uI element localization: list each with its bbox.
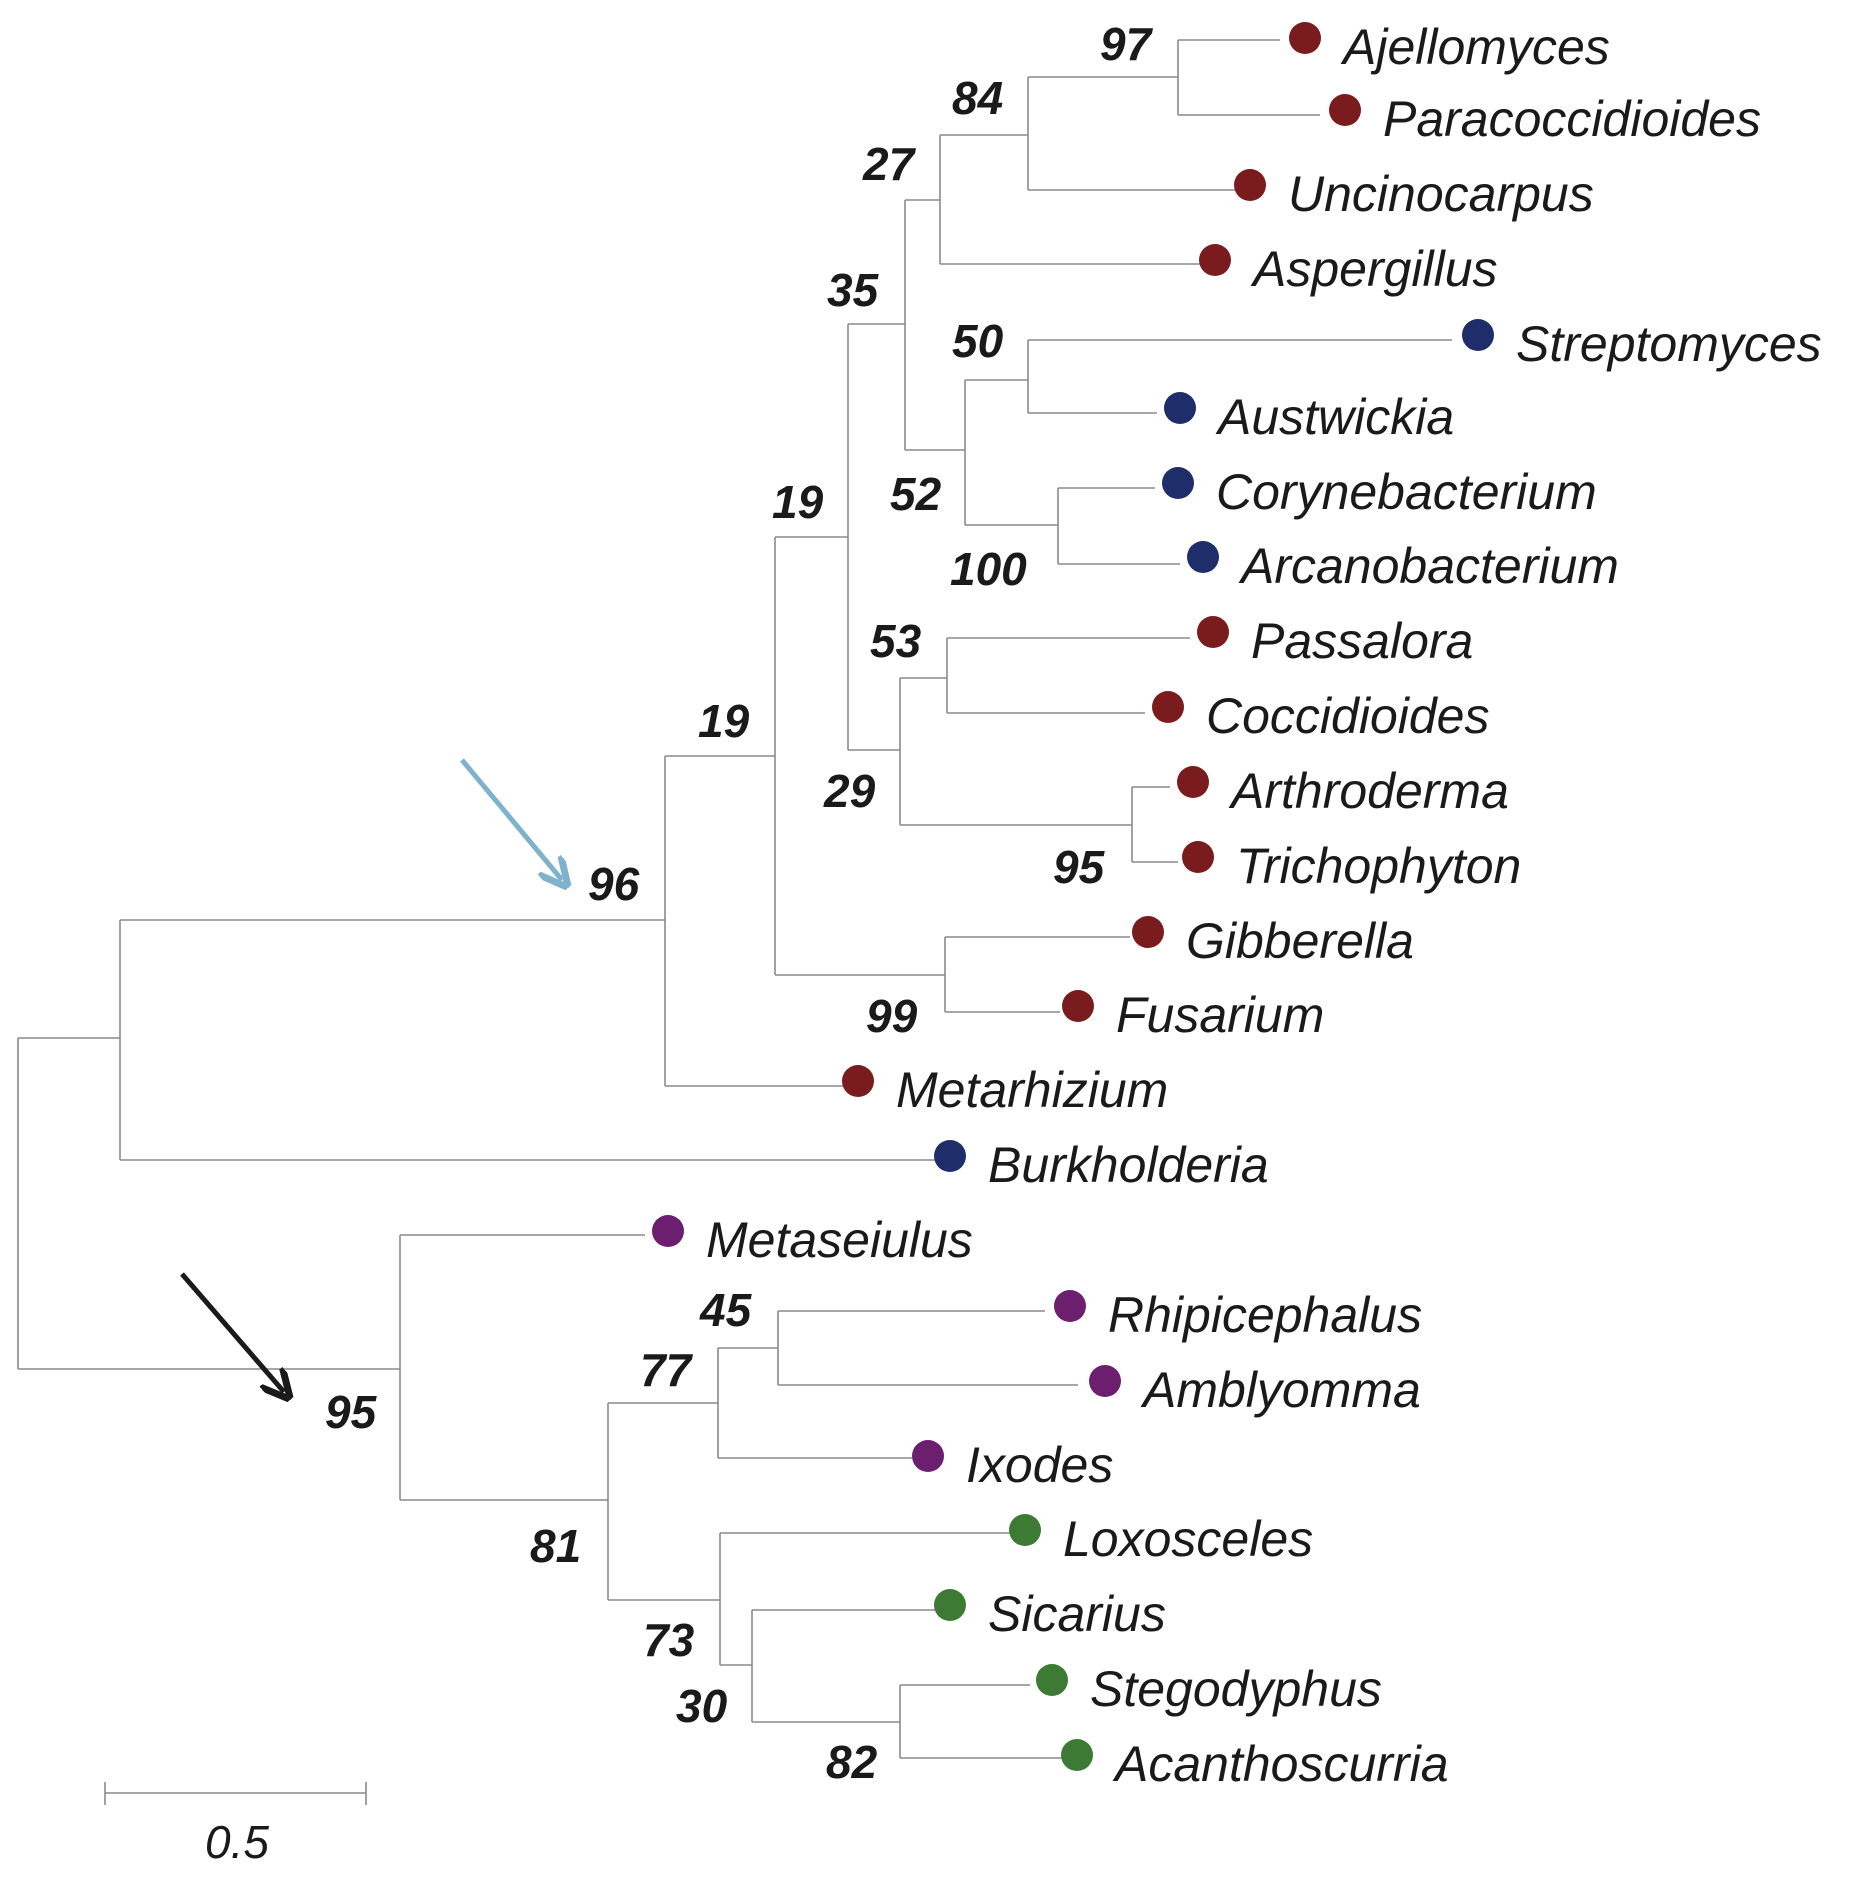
bootstrap-value: 52 xyxy=(890,468,942,520)
tip-marker-loxosceles xyxy=(1009,1514,1041,1546)
taxon-label-arthroderma: Arthroderma xyxy=(1228,763,1509,819)
bootstrap-value: 84 xyxy=(952,72,1003,124)
tip-marker-aspergillus xyxy=(1199,244,1231,276)
bootstrap-value: 95 xyxy=(325,1386,378,1438)
bootstrap-value: 53 xyxy=(870,615,922,667)
taxon-label-acanthoscurria: Acanthoscurria xyxy=(1112,1736,1449,1792)
bootstrap-value: 77 xyxy=(640,1344,694,1396)
taxon-label-streptomyces: Streptomyces xyxy=(1516,316,1822,372)
bootstrap-value: 96 xyxy=(588,858,640,910)
tips: Ajellomyces Paracoccidioides Uncinocarpus A… xyxy=(652,19,1822,1792)
taxon-label-ajellomyces: Ajellomyces xyxy=(1340,19,1610,75)
tip-marker-coccidioides xyxy=(1152,691,1184,723)
tip-marker-acanthoscurria xyxy=(1061,1739,1093,1771)
tip-marker-metaseiulus xyxy=(652,1215,684,1247)
taxon-label-burkholderia: Burkholderia xyxy=(988,1137,1269,1193)
bootstrap-value: 81 xyxy=(530,1520,581,1572)
branches xyxy=(17,39,1452,1759)
taxon-label-corynebacterium: Corynebacterium xyxy=(1216,464,1597,520)
tip-marker-amblyomma xyxy=(1089,1365,1121,1397)
bootstrap-value: 100 xyxy=(950,543,1027,595)
scale-bar: 0.5 xyxy=(104,1782,367,1868)
taxon-label-metaseiulus: Metaseiulus xyxy=(706,1212,973,1268)
tip-marker-corynebacterium xyxy=(1162,467,1194,499)
taxon-label-rhipicephalus: Rhipicephalus xyxy=(1108,1287,1422,1343)
tip-marker-austwickia xyxy=(1164,392,1196,424)
tip-marker-arcanobacterium xyxy=(1187,541,1219,573)
tip-marker-arthroderma xyxy=(1177,766,1209,798)
bootstrap-value: 19 xyxy=(698,695,750,747)
bootstrap-value: 73 xyxy=(643,1614,695,1666)
bootstrap-value: 29 xyxy=(823,765,876,817)
blue-arrow xyxy=(460,758,562,880)
taxon-label-arcanobacterium: Arcanobacterium xyxy=(1238,538,1619,594)
tip-marker-uncinocarpus xyxy=(1234,169,1266,201)
tip-marker-streptomyces xyxy=(1462,319,1494,351)
tip-marker-stegodyphus xyxy=(1036,1664,1068,1696)
taxon-label-trichophyton: Trichophyton xyxy=(1236,838,1521,894)
bootstrap-value: 45 xyxy=(699,1284,753,1336)
tip-marker-gibberella xyxy=(1132,916,1164,948)
taxon-label-loxosceles: Loxosceles xyxy=(1063,1511,1313,1567)
tip-marker-rhipicephalus xyxy=(1054,1290,1086,1322)
tip-marker-ajellomyces xyxy=(1289,22,1321,54)
taxon-label-amblyomma: Amblyomma xyxy=(1140,1362,1421,1418)
tip-marker-burkholderia xyxy=(934,1140,966,1172)
tip-marker-metarhizium xyxy=(842,1065,874,1097)
bootstrap-value: 19 xyxy=(772,476,824,528)
bootstrap-value: 30 xyxy=(676,1680,728,1732)
black-arrow xyxy=(180,1272,284,1392)
bootstrap-value: 82 xyxy=(826,1736,878,1788)
taxon-label-coccidioides: Coccidioides xyxy=(1206,688,1489,744)
bootstrap-value: 97 xyxy=(1100,18,1154,70)
tip-marker-paracoccidioides xyxy=(1329,94,1361,126)
tip-marker-trichophyton xyxy=(1182,841,1214,873)
taxon-label-gibberella: Gibberella xyxy=(1186,913,1414,969)
taxon-label-metarhizium: Metarhizium xyxy=(896,1062,1168,1118)
taxon-label-stegodyphus: Stegodyphus xyxy=(1090,1661,1382,1717)
bootstrap-value: 99 xyxy=(866,990,918,1042)
bootstrap-value: 50 xyxy=(952,315,1004,367)
tip-marker-ixodes xyxy=(912,1440,944,1472)
taxon-label-aspergillus: Aspergillus xyxy=(1250,241,1498,297)
taxon-label-uncinocarpus: Uncinocarpus xyxy=(1288,166,1594,222)
tip-marker-passalora xyxy=(1197,616,1229,648)
scale-bar-label: 0.5 xyxy=(205,1816,269,1868)
tip-marker-fusarium xyxy=(1062,990,1094,1022)
bootstrap-value: 27 xyxy=(862,138,917,190)
tip-marker-sicarius xyxy=(934,1589,966,1621)
bootstrap-value: 35 xyxy=(827,264,880,316)
taxon-label-ixodes: Ixodes xyxy=(966,1437,1113,1493)
taxon-label-austwickia: Austwickia xyxy=(1215,389,1454,445)
arrows xyxy=(180,758,562,1392)
taxon-label-paracoccidioides: Paracoccidioides xyxy=(1383,91,1761,147)
taxon-label-fusarium: Fusarium xyxy=(1116,987,1324,1043)
taxon-label-sicarius: Sicarius xyxy=(988,1586,1166,1642)
taxon-label-passalora: Passalora xyxy=(1251,613,1473,669)
bootstrap-value: 95 xyxy=(1053,841,1106,893)
